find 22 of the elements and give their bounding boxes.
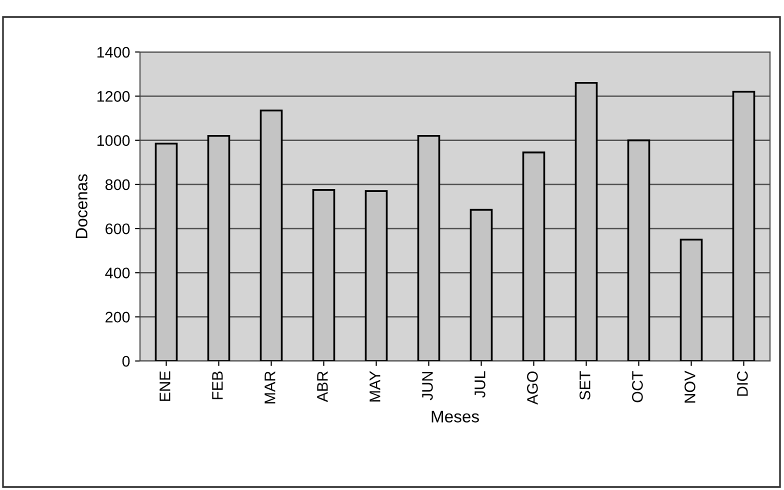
y-tick-label: 1000	[97, 135, 130, 146]
x-axis-title: Meses	[432, 410, 479, 422]
y-tick-label: 800	[105, 179, 130, 190]
y-tick-label: 0	[122, 356, 130, 367]
y-tick-label: 400	[105, 268, 130, 278]
x-tick-label: MAY	[370, 371, 380, 402]
x-tick-label: SET	[580, 371, 590, 400]
x-tick-label: JUN	[422, 372, 433, 400]
y-tick-label: 1400	[97, 46, 130, 58]
x-tick-label: DIC	[737, 371, 748, 396]
x-tick-label: ENE	[160, 371, 170, 401]
y-axis-title: Docenas	[76, 174, 88, 238]
y-tick-label: 200	[106, 312, 130, 323]
x-tick-label: ABR	[317, 371, 328, 402]
x-tick-label: JUL	[474, 371, 486, 398]
x-tick-label: FEB	[212, 372, 223, 400]
x-tick-label: MAR	[264, 371, 276, 404]
x-tick-label: NOV	[684, 370, 696, 403]
x-tick-label: AGO	[527, 371, 538, 405]
y-tick-label: 600	[106, 223, 130, 234]
x-tick-label: OCT	[632, 371, 643, 402]
y-tick-label: 1200	[97, 91, 130, 102]
